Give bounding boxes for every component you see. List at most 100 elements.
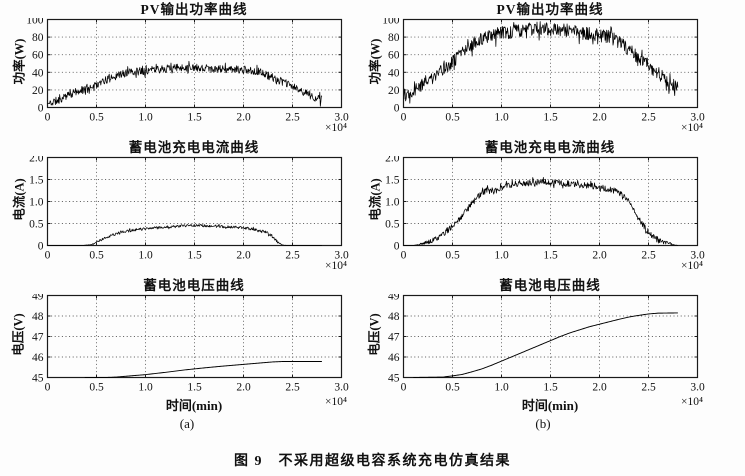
- x-axis-multiplier: ×10⁴: [325, 122, 347, 134]
- subplot-pv-power-a: PV输出功率曲线 功率(W) 0 0.5 1.0 1.5 2.0 2.5 3.0 0 20 40 6…: [1, 2, 373, 138]
- x-tick-label: 2.0: [236, 250, 251, 262]
- data-curve: [413, 312, 678, 378]
- y-tick-label: 40: [388, 67, 400, 79]
- x-tick-label: 3.0: [690, 382, 705, 394]
- y-tick-label: 1.0: [385, 197, 400, 209]
- plot-canvas-battery-voltage-a: 0 0.5 1.0 1.5 2.0 2.5 3.0 45 46 47 48 49: [32, 294, 349, 394]
- x-tick-label: 0.5: [89, 250, 104, 262]
- y-tick-label: 80: [32, 32, 44, 44]
- data-curve: [403, 177, 678, 246]
- y-tick-label: 0.5: [29, 219, 44, 231]
- x-tick-label: 1.0: [494, 112, 509, 124]
- x-tick-label: 1.0: [138, 112, 153, 124]
- y-tick-label: 0: [38, 241, 44, 253]
- y-tick-label: 46: [32, 352, 44, 364]
- y-axis-label: 功率(W): [12, 38, 27, 85]
- x-axis-multiplier: ×10⁴: [681, 122, 703, 134]
- x-tick-label: 1.5: [187, 250, 202, 262]
- y-tick-label: 40: [32, 67, 44, 79]
- x-tick-label: 3.0: [690, 112, 705, 124]
- x-tick-label: 1.5: [543, 112, 558, 124]
- y-tick-label: 0: [38, 103, 44, 115]
- plot-canvas-charge-current-a: 0 0.5 1.0 1.5 2.0 2.5 3.0 0 0.5 1.0 1.5 2.0: [29, 156, 349, 262]
- x-tick-label: 2.0: [592, 250, 607, 262]
- y-tick-label: 45: [388, 373, 400, 385]
- y-axis-label: 电压(V): [11, 313, 26, 356]
- x-tick-label: 3.0: [690, 250, 705, 262]
- y-axis-label: 电压(V): [367, 313, 382, 356]
- column-label-a: (a): [179, 416, 195, 431]
- y-tick-label: 1.5: [385, 175, 400, 187]
- x-axis-title: 时间(min): [521, 398, 579, 413]
- y-tick-label: 60: [388, 50, 400, 62]
- plot-canvas-battery-voltage-b: 0 0.5 1.0 1.5 2.0 2.5 3.0 45 46 47 48 49: [388, 294, 705, 394]
- y-axis-label: 电流(A): [12, 178, 27, 221]
- y-tick-label: 0: [394, 241, 400, 253]
- x-tick-label: 2.0: [236, 382, 251, 394]
- x-tick-label: 2.5: [285, 250, 300, 262]
- x-tick-label: 1.0: [138, 382, 153, 394]
- x-tick-label: 0: [401, 112, 407, 124]
- y-tick-label: 2.0: [385, 156, 400, 165]
- data-curve: [47, 60, 323, 107]
- x-tick-label: 0.5: [445, 250, 460, 262]
- x-tick-label: 0: [401, 250, 407, 262]
- figure-caption: 图 9 不采用超级电容系统充电仿真结果: [234, 454, 511, 469]
- x-tick-label: 1.5: [543, 250, 558, 262]
- y-tick-label: 45: [32, 373, 44, 385]
- x-tick-label: 1.5: [543, 382, 558, 394]
- subplot-charge-current-a: 蓄电池充电电流曲线 电流(A) 0 0.5 1.0 1.5 2.0 2.5 3.0 0 0.5 1…: [1, 140, 373, 276]
- x-tick-label: 3.0: [334, 112, 349, 124]
- y-tick-label: 48: [388, 311, 400, 323]
- y-tick-label: 1.0: [29, 197, 44, 209]
- x-tick-label: 2.5: [641, 250, 656, 262]
- chart-title: 蓄电池充电电流曲线: [484, 140, 616, 155]
- x-tick-label: 2.5: [285, 382, 300, 394]
- y-tick-label: 60: [32, 50, 44, 62]
- x-tick-label: 1.5: [187, 382, 202, 394]
- y-tick-label: 80: [388, 32, 400, 44]
- subplot-battery-voltage-b: 蓄电池电压曲线 电压(V) 0 0.5 1.0 1.5 2.0 2.5 3.0 45 46 47 4…: [357, 278, 729, 446]
- y-axis-label: 功率(W): [368, 38, 383, 85]
- x-tick-label: 1.0: [138, 250, 153, 262]
- x-tick-label: 1.0: [494, 250, 509, 262]
- chart-title: 蓄电池电压曲线: [499, 278, 601, 293]
- x-axis-multiplier: ×10⁴: [325, 396, 347, 408]
- plot-canvas-charge-current-b: 0 0.5 1.0 1.5 2.0 2.5 3.0 0 0.5 1.0 1.5 2.0: [385, 156, 705, 262]
- subplot-pv-power-b: PV输出功率曲线 功率(W) 0 0.5 1.0 1.5 2.0 2.5 3.0 0 20 40 6…: [357, 2, 729, 138]
- x-tick-label: 2.0: [236, 112, 251, 124]
- x-tick-label: 0.5: [445, 382, 460, 394]
- x-tick-label: 2.5: [641, 382, 656, 394]
- y-tick-label: 47: [32, 332, 44, 344]
- y-tick-label: 47: [388, 332, 400, 344]
- x-tick-label: 3.0: [334, 382, 349, 394]
- plot-canvas-pv-power-b: 0 0.5 1.0 1.5 2.0 2.5 3.0 0 20 40 60 80 100: [382, 18, 705, 124]
- chart-title: 蓄电池充电电流曲线: [128, 140, 260, 155]
- x-tick-label: 2.0: [592, 112, 607, 124]
- column-label-b: (b): [535, 416, 551, 431]
- chart-title: 蓄电池电压曲线: [143, 278, 245, 293]
- y-tick-label: 20: [388, 85, 400, 97]
- y-tick-label: 46: [388, 352, 400, 364]
- y-tick-label: 1.5: [29, 175, 44, 187]
- x-tick-label: 2.0: [592, 382, 607, 394]
- subplot-battery-voltage-a: 蓄电池电压曲线 电压(V) 0 0.5 1.0 1.5 2.0 2.5 3.0 45 46 47 4…: [1, 278, 373, 446]
- x-tick-label: 0: [45, 112, 51, 124]
- y-tick-label: 0.5: [385, 219, 400, 231]
- x-tick-label: 0.5: [89, 112, 104, 124]
- data-curve: [84, 361, 322, 378]
- y-tick-label: 100: [26, 18, 44, 27]
- y-tick-label: 49: [32, 294, 44, 303]
- x-tick-label: 1.0: [494, 382, 509, 394]
- y-axis-label: 电流(A): [368, 178, 383, 221]
- chart-title: PV输出功率曲线: [496, 2, 604, 17]
- x-tick-label: 0: [45, 250, 51, 262]
- x-axis-multiplier: ×10⁴: [325, 260, 347, 272]
- y-tick-label: 100: [382, 18, 400, 27]
- x-tick-label: 1.5: [187, 112, 202, 124]
- y-tick-label: 2.0: [29, 156, 44, 165]
- plot-canvas-pv-power-a: 0 0.5 1.0 1.5 2.0 2.5 3.0 0 20 40 60 80 100: [26, 18, 349, 124]
- chart-title: PV输出功率曲线: [140, 2, 248, 17]
- x-tick-label: 0.5: [89, 382, 104, 394]
